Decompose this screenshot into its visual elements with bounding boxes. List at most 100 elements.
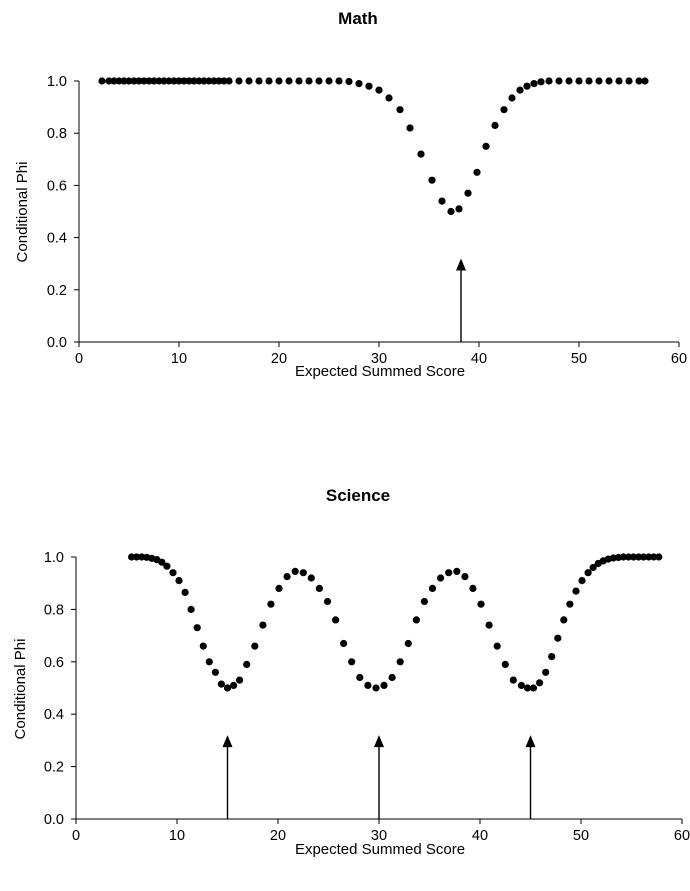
math-data-point xyxy=(275,77,283,85)
math-data-point xyxy=(516,86,524,94)
science-data-point xyxy=(428,584,437,593)
math-y-tick-label: 0.4 xyxy=(47,231,67,247)
science-data-point xyxy=(453,567,461,576)
math-chart-title: Math xyxy=(338,9,378,28)
science-data-point xyxy=(356,673,364,682)
math-data-point xyxy=(473,168,481,176)
science-data-point xyxy=(536,679,544,687)
science-data-point xyxy=(493,642,501,650)
math-data-point xyxy=(447,207,455,216)
science-chart-title: Science xyxy=(326,486,390,505)
math-data-point xyxy=(225,77,233,85)
science-data-point xyxy=(572,587,580,595)
science-data-point xyxy=(517,681,526,690)
science-data-point xyxy=(655,553,663,561)
math-data-point xyxy=(235,77,243,85)
science-data-point xyxy=(364,681,372,690)
science-data-point xyxy=(205,658,213,666)
science-arrows xyxy=(222,735,536,819)
science-data-point xyxy=(388,673,396,682)
science-data-point xyxy=(445,569,453,577)
math-data-point xyxy=(150,77,158,85)
math-data-point xyxy=(375,86,383,94)
math-data-point xyxy=(523,82,531,90)
science-data-point xyxy=(560,616,568,624)
science-data-point xyxy=(523,684,532,692)
science-data-point xyxy=(193,624,201,632)
science-data-point xyxy=(299,569,307,577)
science-data-point xyxy=(437,574,445,582)
science-data-point xyxy=(243,660,251,669)
science-data-point xyxy=(396,658,404,666)
math-data-point xyxy=(115,77,123,85)
math-data-point xyxy=(185,77,193,85)
math-data-point xyxy=(605,77,613,85)
math-x-tick-label: 40 xyxy=(471,351,487,367)
science-data-point xyxy=(128,553,136,561)
math-y-axis-label: Conditional Phi xyxy=(14,162,31,263)
math-data-point xyxy=(641,77,649,85)
math-x-axis-label: Expected Summed Score xyxy=(295,363,465,380)
math-data-point xyxy=(575,77,583,85)
math-data-point xyxy=(325,77,333,85)
science-data-point xyxy=(645,553,653,561)
math-x-tick-label: 60 xyxy=(671,351,687,367)
math-x-tick-label: 30 xyxy=(371,351,387,367)
math-data-point xyxy=(190,77,198,85)
math-data-point xyxy=(140,77,148,85)
math-data-point xyxy=(500,106,508,114)
science-data-point xyxy=(578,577,586,585)
math-data-point xyxy=(615,77,623,85)
science-data-point xyxy=(275,584,283,593)
science-y-tick-label: 1.0 xyxy=(44,550,64,566)
science-x-tick-label: 20 xyxy=(270,828,286,844)
math-data-point xyxy=(315,77,323,85)
science-data-point xyxy=(259,621,267,629)
math-data-point xyxy=(438,197,446,205)
science-data-point xyxy=(181,588,189,597)
science-data-point xyxy=(640,553,648,561)
science-x-tick-label: 30 xyxy=(371,828,387,844)
science-data-point xyxy=(542,668,550,676)
science-data-point xyxy=(619,553,628,561)
science-data-point xyxy=(412,616,420,624)
science-data-point xyxy=(477,600,485,608)
science-data-point xyxy=(420,597,428,606)
math-chart-panel: Math Conditional Phi Expected Summed Sco… xyxy=(14,9,687,380)
math-data-point xyxy=(396,106,404,114)
science-arrow xyxy=(525,735,536,819)
science-data-point xyxy=(267,600,275,608)
math-data-point xyxy=(205,77,213,85)
math-data-point xyxy=(595,77,603,85)
math-y-tick-label: 0.2 xyxy=(47,283,67,299)
math-data-point xyxy=(417,150,425,158)
math-data-point xyxy=(98,77,106,85)
science-data-point xyxy=(236,676,244,684)
science-data-point xyxy=(158,558,166,566)
science-x-axis-label: Expected Summed Score xyxy=(295,841,465,858)
math-data-point xyxy=(105,77,113,85)
math-data-point xyxy=(545,77,553,85)
science-x-tick-label: 0 xyxy=(72,828,80,844)
science-arrow xyxy=(222,735,233,819)
science-data-point xyxy=(529,684,538,692)
math-data-point xyxy=(165,77,173,85)
math-data-point xyxy=(255,77,263,85)
math-data-point xyxy=(385,94,393,102)
math-data-point xyxy=(508,94,516,102)
math-data-point xyxy=(565,77,573,85)
math-data-point xyxy=(125,77,133,85)
science-y-axis-label: Conditional Phi xyxy=(12,639,29,740)
science-data-point xyxy=(307,574,315,582)
science-data-point xyxy=(323,597,332,606)
math-ticks: 0 10 20 30 40 50 60 0.0 0.2 0.4 0.6 0.8 1.0 xyxy=(47,74,687,367)
math-data-point xyxy=(345,77,353,86)
math-data-point xyxy=(220,77,228,85)
math-data-point xyxy=(265,77,273,85)
science-data-point xyxy=(548,653,556,661)
science-y-tick-label: 0.6 xyxy=(44,655,64,671)
science-data-point xyxy=(163,562,171,570)
science-y-tick-label: 0.8 xyxy=(44,602,64,618)
math-data-point xyxy=(245,77,253,85)
